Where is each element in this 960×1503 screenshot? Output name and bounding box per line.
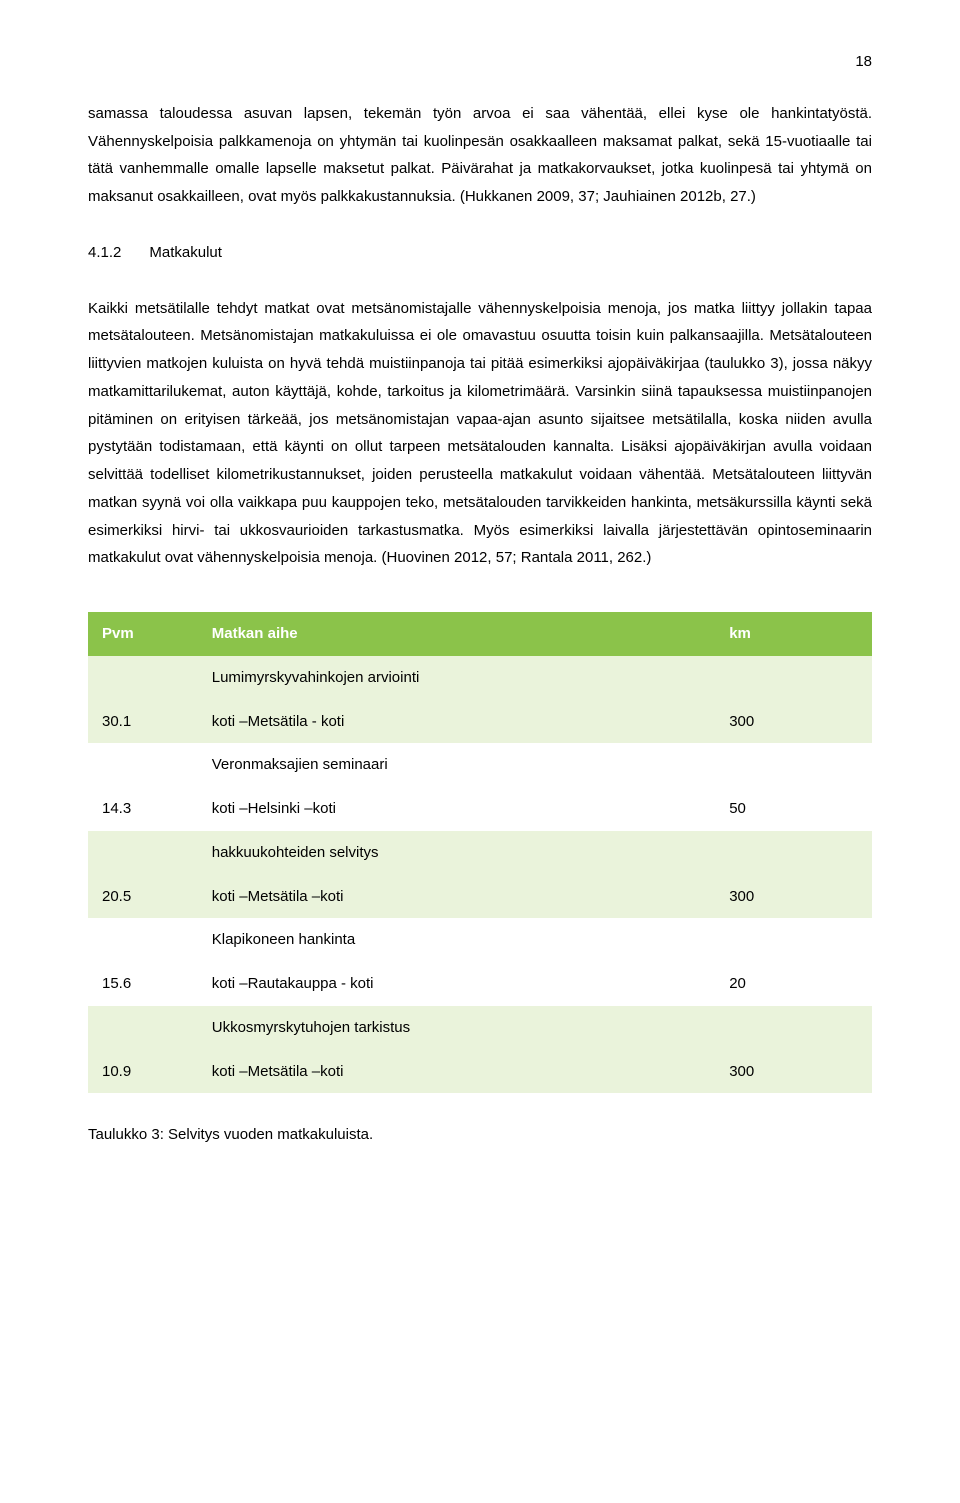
- table-row: 14.3koti –Helsinki –koti50: [88, 787, 872, 831]
- table-row: hakkuukohteiden selvitys: [88, 831, 872, 875]
- cell-pvm: 30.1: [88, 700, 198, 744]
- col-header-aihe: Matkan aihe: [198, 612, 715, 656]
- cell-pvm: 15.6: [88, 962, 198, 1006]
- cell-pvm-empty: [88, 656, 198, 700]
- cell-pvm-empty: [88, 743, 198, 787]
- cell-aihe-bottom: koti –Metsätila –koti: [198, 1050, 715, 1094]
- cell-km: 300: [715, 875, 872, 919]
- cell-aihe-bottom: koti –Metsätila –koti: [198, 875, 715, 919]
- col-header-km: km: [715, 612, 872, 656]
- cell-aihe-top: hakkuukohteiden selvitys: [198, 831, 715, 875]
- cell-aihe-top: Klapikoneen hankinta: [198, 918, 715, 962]
- travel-table: Pvm Matkan aihe km Lumimyrskyvahinkojen …: [88, 612, 872, 1093]
- section-title-text: Matkakulut: [149, 244, 222, 261]
- table-row: Ukkosmyrskytuhojen tarkistus: [88, 1006, 872, 1050]
- document-page: 18 samassa taloudessa asuvan lapsen, tek…: [0, 0, 960, 1197]
- table-row: Lumimyrskyvahinkojen arviointi: [88, 656, 872, 700]
- cell-km-empty: [715, 918, 872, 962]
- table-body: Lumimyrskyvahinkojen arviointi30.1koti –…: [88, 656, 872, 1094]
- table-row: 30.1koti –Metsätila - koti300: [88, 700, 872, 744]
- cell-aihe-bottom: koti –Helsinki –koti: [198, 787, 715, 831]
- cell-aihe-top: Lumimyrskyvahinkojen arviointi: [198, 656, 715, 700]
- table-row: 10.9koti –Metsätila –koti300: [88, 1050, 872, 1094]
- cell-pvm-empty: [88, 1006, 198, 1050]
- table-row: Veronmaksajien seminaari: [88, 743, 872, 787]
- paragraph-1: samassa taloudessa asuvan lapsen, tekemä…: [88, 100, 872, 211]
- table-row: Klapikoneen hankinta: [88, 918, 872, 962]
- col-header-pvm: Pvm: [88, 612, 198, 656]
- cell-aihe-bottom: koti –Metsätila - koti: [198, 700, 715, 744]
- section-heading: 4.1.2 Matkakulut: [88, 239, 872, 267]
- table-row: 20.5koti –Metsätila –koti300: [88, 875, 872, 919]
- cell-pvm-empty: [88, 918, 198, 962]
- cell-km-empty: [715, 656, 872, 700]
- cell-km: 50: [715, 787, 872, 831]
- cell-pvm: 10.9: [88, 1050, 198, 1094]
- cell-aihe-top: Veronmaksajien seminaari: [198, 743, 715, 787]
- cell-aihe-bottom: koti –Rautakauppa - koti: [198, 962, 715, 1006]
- cell-pvm: 14.3: [88, 787, 198, 831]
- cell-km: 300: [715, 700, 872, 744]
- table-header-row: Pvm Matkan aihe km: [88, 612, 872, 656]
- paragraph-2: Kaikki metsätilalle tehdyt matkat ovat m…: [88, 295, 872, 573]
- cell-pvm-empty: [88, 831, 198, 875]
- cell-km-empty: [715, 743, 872, 787]
- cell-pvm: 20.5: [88, 875, 198, 919]
- cell-aihe-top: Ukkosmyrskytuhojen tarkistus: [198, 1006, 715, 1050]
- cell-km: 20: [715, 962, 872, 1006]
- cell-km-empty: [715, 831, 872, 875]
- cell-km-empty: [715, 1006, 872, 1050]
- table-row: 15.6koti –Rautakauppa - koti20: [88, 962, 872, 1006]
- cell-km: 300: [715, 1050, 872, 1094]
- page-number: 18: [88, 48, 872, 76]
- section-number: 4.1.2: [88, 239, 121, 267]
- table-caption: Taulukko 3: Selvitys vuoden matkakuluist…: [88, 1121, 872, 1149]
